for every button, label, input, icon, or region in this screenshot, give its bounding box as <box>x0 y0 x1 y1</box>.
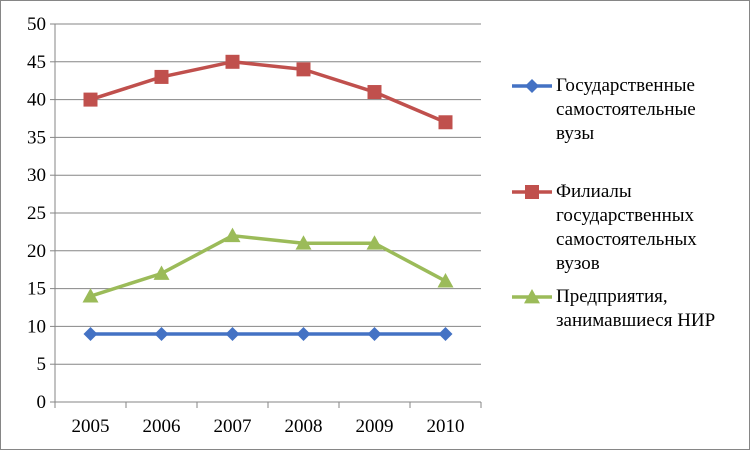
axes <box>50 23 482 408</box>
data-point-diamond <box>154 326 169 341</box>
grid-lines <box>55 23 481 365</box>
y-tick-label: 30 <box>27 165 46 186</box>
x-tick-label: 2007 <box>214 416 252 437</box>
y-tick-label: 20 <box>27 241 46 262</box>
legend-line-green-triangle <box>512 289 552 304</box>
y-tick-label: 25 <box>27 203 46 224</box>
x-tick-labels: 2005 2006 2007 2008 2009 2010 <box>72 416 465 437</box>
y-tick-label: 5 <box>37 354 47 375</box>
data-point-square <box>225 54 240 69</box>
data-point-square <box>296 62 311 77</box>
y-tick-label: 45 <box>27 52 46 73</box>
y-tick-label: 10 <box>27 316 46 337</box>
legend-line-blue-diamond <box>512 79 552 93</box>
data-point-square <box>83 92 98 107</box>
y-tick-label: 15 <box>27 279 46 300</box>
legend-label-line: Государственные <box>556 75 695 96</box>
legend-label-line: государственных <box>556 205 695 226</box>
y-tick-labels: 0 5 10 15 20 25 30 35 40 45 50 <box>27 14 46 413</box>
legend-item-state-universities: Государственные самостоятельные вузы <box>510 74 745 164</box>
data-point-triangle <box>82 288 99 303</box>
legend-label-line: Филиалы <box>556 181 632 202</box>
data-point-diamond <box>525 79 539 93</box>
y-tick-label: 40 <box>27 90 46 111</box>
x-tick-label: 2009 <box>356 416 394 437</box>
series-line <box>89 60 447 124</box>
legend-label-line: вузов <box>556 253 600 274</box>
x-tick-label: 2008 <box>285 416 323 437</box>
legend-item-branches: Филиалы государственных самостоятельных … <box>510 180 745 274</box>
legend-label-line: Предприятия, <box>556 286 668 307</box>
data-point-triangle <box>153 265 170 280</box>
y-tick-label: 0 <box>37 392 47 413</box>
legend-item-enterprises: Предприятия, занимавшиеся НИР <box>510 285 745 375</box>
data-point-diamond <box>367 326 382 341</box>
legend-label-state-universities: Государственные самостоятельные вузы <box>556 74 746 146</box>
data-point-triangle <box>524 289 540 304</box>
legend-label-line: занимавшиеся НИР <box>556 310 716 331</box>
y-tick-label: 50 <box>27 14 46 35</box>
data-point-square <box>525 185 539 199</box>
data-point-diamond <box>225 326 240 341</box>
data-point-triangle <box>437 273 454 288</box>
legend-label-line: самостоятельные <box>556 99 696 120</box>
legend-label-line: самостоятельных <box>556 229 697 250</box>
legend-label-line: вузы <box>556 123 595 144</box>
legend-label-branches: Филиалы государственных самостоятельных … <box>556 180 746 276</box>
legend-line-red-square <box>512 185 552 199</box>
data-point-diamond <box>83 326 98 341</box>
x-tick-label: 2010 <box>427 416 465 437</box>
x-tick-label: 2006 <box>143 416 181 437</box>
data-point-triangle <box>224 227 241 243</box>
series-line <box>89 233 447 298</box>
data-point-square <box>438 115 453 130</box>
series-lines <box>82 54 454 341</box>
x-tick-label: 2005 <box>72 416 110 437</box>
data-point-square <box>367 85 382 100</box>
y-tick-label: 35 <box>27 127 46 148</box>
data-point-diamond <box>296 326 311 341</box>
data-point-triangle <box>366 235 383 250</box>
data-point-triangle <box>295 235 312 250</box>
data-point-square <box>154 69 169 84</box>
legend-label-enterprises: Предприятия, занимавшиеся НИР <box>556 285 746 333</box>
data-point-diamond <box>438 326 453 341</box>
